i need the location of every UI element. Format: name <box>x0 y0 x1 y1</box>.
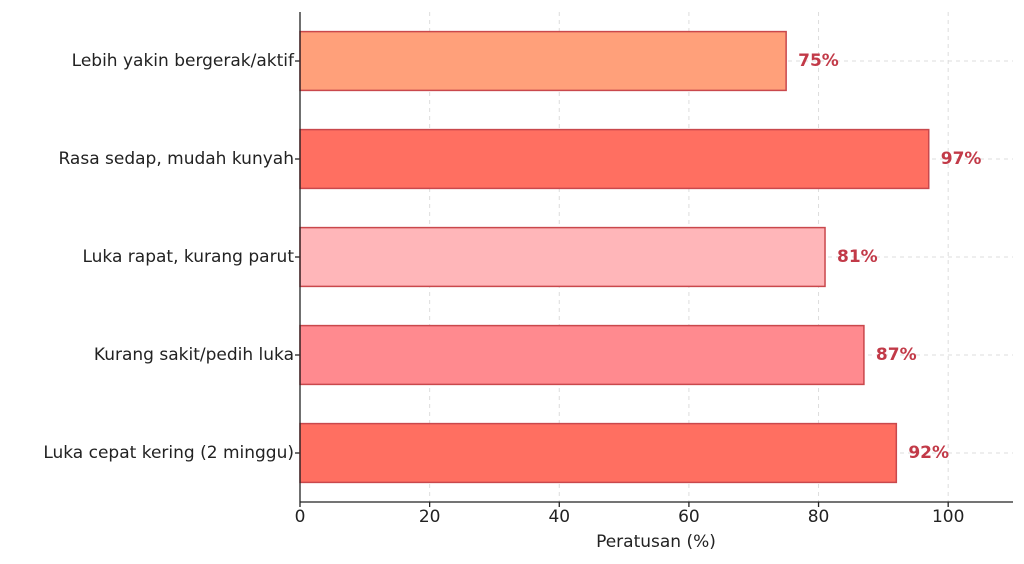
y-tick-label: Lebih yakin bergerak/aktif <box>72 51 295 71</box>
value-label: 92% <box>908 443 949 463</box>
value-label: 81% <box>837 247 878 267</box>
x-tick-label: 80 <box>808 507 830 527</box>
bar <box>299 324 865 386</box>
x-tick-label: 20 <box>419 507 441 527</box>
y-tick-label: Kurang sakit/pedih luka <box>94 345 294 365</box>
x-tick-label: 60 <box>678 507 700 527</box>
x-tick-label: 40 <box>548 507 570 527</box>
value-label: 87% <box>876 345 917 365</box>
x-tick-label: 0 <box>295 507 306 527</box>
bar <box>299 422 898 484</box>
bar <box>299 128 930 190</box>
y-tick-label: Rasa sedap, mudah kunyah <box>58 149 294 169</box>
value-label: 97% <box>941 149 982 169</box>
x-axis-label: Peratusan (%) <box>596 532 716 552</box>
y-tick-label: Luka cepat kering (2 minggu) <box>43 443 294 463</box>
value-label: 75% <box>798 51 839 71</box>
x-tick-label: 100 <box>932 507 964 527</box>
bar <box>299 30 787 92</box>
y-tick-label: Luka rapat, kurang parut <box>82 247 294 267</box>
bar <box>299 226 826 288</box>
